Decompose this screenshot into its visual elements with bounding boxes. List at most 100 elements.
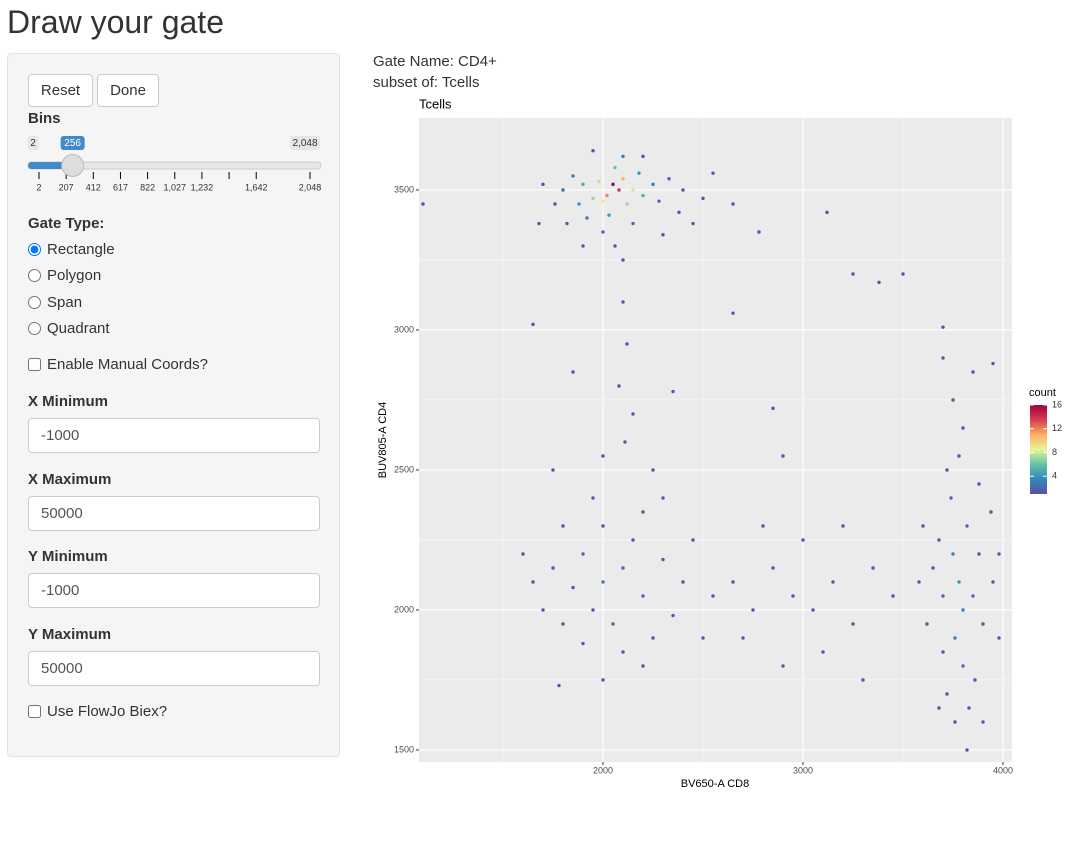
gate-type-radio[interactable] (28, 321, 41, 335)
point (531, 580, 535, 584)
gate-type-option[interactable]: Quadrant (28, 320, 110, 337)
point (991, 361, 995, 366)
point (607, 213, 611, 217)
gate-type-radio[interactable] (28, 295, 41, 309)
numeric-input[interactable] (28, 650, 320, 686)
gate-type-option[interactable]: Rectangle (28, 241, 115, 258)
input-label: X Maximum (28, 470, 112, 488)
point (531, 322, 535, 327)
slider-max-label: 2,048 (292, 138, 317, 149)
point (877, 280, 881, 285)
flowjo-option[interactable]: Use FlowJo Biex? (28, 703, 167, 720)
point (641, 193, 645, 198)
point (661, 496, 665, 500)
point (831, 580, 835, 584)
input-label: Y Maximum (28, 625, 112, 643)
point (997, 552, 1001, 556)
point (931, 566, 935, 570)
point (971, 594, 975, 598)
point (561, 622, 565, 626)
point (421, 202, 425, 206)
point (961, 664, 965, 668)
numeric-input[interactable] (28, 418, 320, 453)
manual-coords-label: Enable Manual Coords? (47, 356, 208, 373)
slider-tick-label: 1,642 (245, 182, 268, 192)
point (641, 664, 645, 668)
point (781, 454, 785, 458)
point (971, 370, 975, 374)
point (811, 608, 815, 612)
point (951, 552, 955, 556)
slider-max-label-box (290, 136, 320, 150)
point (621, 154, 625, 159)
point (891, 594, 895, 598)
x-tick-label: 4000 (993, 765, 1013, 775)
slider-tick-label: 822 (140, 182, 155, 192)
gate-type-radio[interactable] (28, 269, 41, 283)
legend-title: count (1029, 387, 1056, 399)
point (731, 311, 735, 315)
y-tick-label: 3000 (394, 324, 414, 334)
point (537, 221, 541, 226)
numeric-input[interactable] (28, 573, 320, 608)
gate-type-option[interactable]: Span (28, 294, 82, 311)
point (613, 165, 617, 170)
point (641, 154, 645, 159)
point (741, 636, 745, 640)
point (691, 538, 695, 542)
point (677, 210, 681, 215)
x-axis-label: BV650-A CD8 (681, 778, 749, 790)
point (961, 426, 965, 430)
point (591, 149, 595, 153)
point (977, 552, 981, 556)
gate-type-label: Span (47, 293, 83, 311)
input-label: X Minimum (28, 393, 109, 410)
point (571, 174, 575, 178)
point (661, 233, 665, 237)
point (761, 524, 765, 528)
bins-slider[interactable]: 2 2,048 256 2 207 412 617 822 1,027 1,232 1,642 2,0… (0, 130, 340, 200)
point (681, 188, 685, 192)
gate-type-option[interactable]: Polygon (28, 267, 101, 284)
gate-type-radio[interactable] (28, 243, 41, 256)
point (921, 524, 925, 528)
plot-title: Tcells (419, 96, 452, 111)
point (957, 454, 961, 458)
point (651, 468, 655, 472)
slider-min-label: 2 (30, 138, 36, 149)
point (521, 552, 525, 556)
done-button[interactable]: Done (97, 74, 159, 107)
point (937, 538, 941, 542)
point (945, 468, 949, 472)
gate-type-label: Rectangle (47, 241, 115, 258)
y-tick-label: 2000 (394, 604, 414, 614)
bins-label: Bins (28, 110, 61, 127)
manual-coords-checkbox[interactable] (28, 358, 41, 371)
manual-coords-option[interactable]: Enable Manual Coords? (28, 356, 208, 373)
point (801, 538, 805, 542)
slider-handle[interactable] (61, 154, 85, 177)
point (825, 210, 829, 215)
flowjo-checkbox[interactable] (28, 705, 41, 718)
point (637, 171, 641, 175)
point (961, 608, 965, 612)
point (601, 524, 605, 528)
point (651, 182, 655, 187)
point (953, 636, 957, 640)
point (551, 468, 555, 472)
point (989, 510, 993, 514)
point (953, 720, 957, 724)
slider-tick-label: 1,027 (163, 182, 186, 192)
point (565, 221, 569, 226)
slider-value-label-box (60, 136, 85, 150)
point (941, 356, 945, 360)
point (605, 193, 609, 198)
reset-button[interactable]: Reset (28, 74, 93, 107)
point (671, 613, 675, 618)
point (561, 188, 565, 192)
point (581, 641, 585, 646)
point (617, 384, 621, 388)
numeric-input[interactable] (28, 495, 320, 531)
point (601, 678, 605, 682)
